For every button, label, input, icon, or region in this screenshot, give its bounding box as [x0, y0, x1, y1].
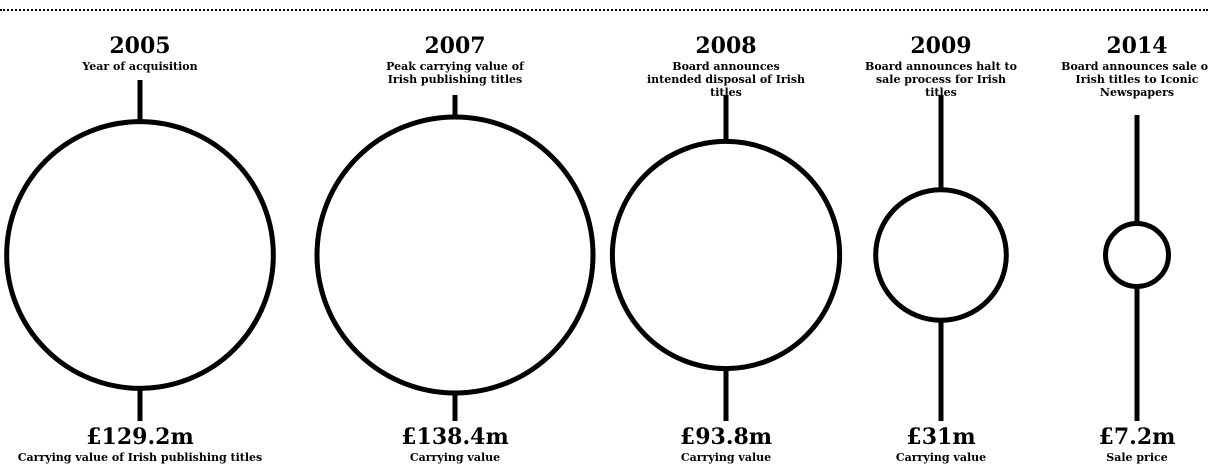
- dotted-top-rule: [0, 9, 1208, 11]
- year-label: 2007: [424, 33, 486, 59]
- year-label: 2008: [695, 33, 757, 59]
- value-bubble-2008: [609, 138, 843, 372]
- event-caption: Year of acquisition: [82, 60, 198, 73]
- value-caption: Carrying value of Irish publishing title…: [17, 451, 263, 464]
- value-label: £31m: [906, 424, 976, 450]
- event-caption: Board announces sale of Irish titles to …: [1061, 60, 1208, 99]
- value-label: £129.2m: [86, 424, 194, 450]
- value-bubble-2007: [314, 114, 596, 396]
- event-caption: Board announces halt to sale process for…: [865, 60, 1017, 99]
- value-label: £93.8m: [679, 424, 773, 450]
- value-bubble-2009: [873, 187, 1009, 323]
- value-label: £7.2m: [1098, 424, 1176, 450]
- value-caption: Carrying value: [409, 451, 501, 464]
- value-label: £138.4m: [401, 424, 509, 450]
- value-bubble-2005: [4, 119, 276, 391]
- year-label: 2014: [1106, 33, 1168, 59]
- year-label: 2009: [910, 33, 972, 59]
- year-label: 2005: [109, 33, 171, 59]
- value-caption: Carrying value: [680, 451, 772, 464]
- event-caption: Peak carrying value of Irish publishing …: [386, 60, 524, 86]
- value-caption: Carrying value: [895, 451, 987, 464]
- event-caption: Board announces intended disposal of Iri…: [646, 60, 806, 99]
- value-caption: Sale price: [1106, 451, 1168, 464]
- value-bubble-2014: [1103, 221, 1171, 289]
